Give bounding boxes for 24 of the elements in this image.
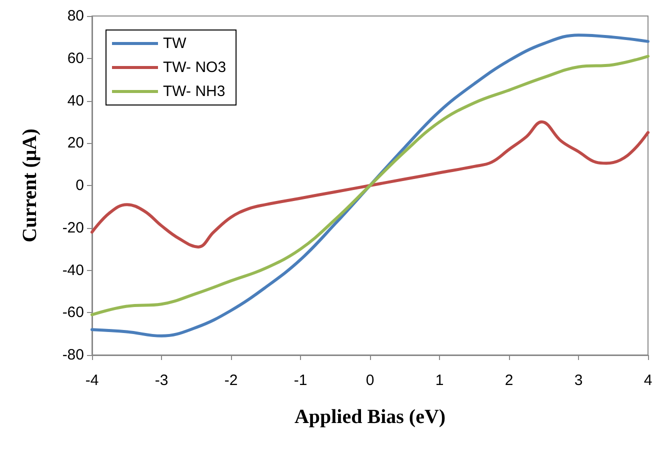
y-tick-label: 20 <box>67 134 84 152</box>
x-tick-label: 4 <box>644 372 652 389</box>
y-tick-label: -40 <box>62 262 84 279</box>
x-tick-label: 0 <box>366 372 374 389</box>
x-tick-label: -1 <box>294 372 308 389</box>
y-tick-label: 60 <box>67 50 84 67</box>
line-series <box>90 120 650 248</box>
y-tick-label: -80 <box>62 346 84 364</box>
x-tick-label: -4 <box>85 372 99 389</box>
x-tick-label: -3 <box>154 372 168 389</box>
x-tick-label: -2 <box>224 372 238 389</box>
x-tick-label: 1 <box>435 372 444 389</box>
x-tick-label: 2 <box>504 372 514 389</box>
y-axis-title: Current (μA) <box>19 128 41 242</box>
legend-label: TW- NO3 <box>163 59 226 76</box>
y-tick-label: -20 <box>62 219 84 236</box>
legend-label: TW <box>163 35 188 52</box>
legend-label: TW- NH3 <box>163 83 226 100</box>
x-axis-title: Applied Bias (eV) <box>294 406 446 428</box>
y-tick-label: 0 <box>76 177 84 194</box>
y-tick-label: 40 <box>67 92 84 110</box>
y-tick-label: 80 <box>67 8 84 24</box>
x-tick-label: 3 <box>574 372 583 389</box>
y-tick-label: -60 <box>62 304 84 322</box>
